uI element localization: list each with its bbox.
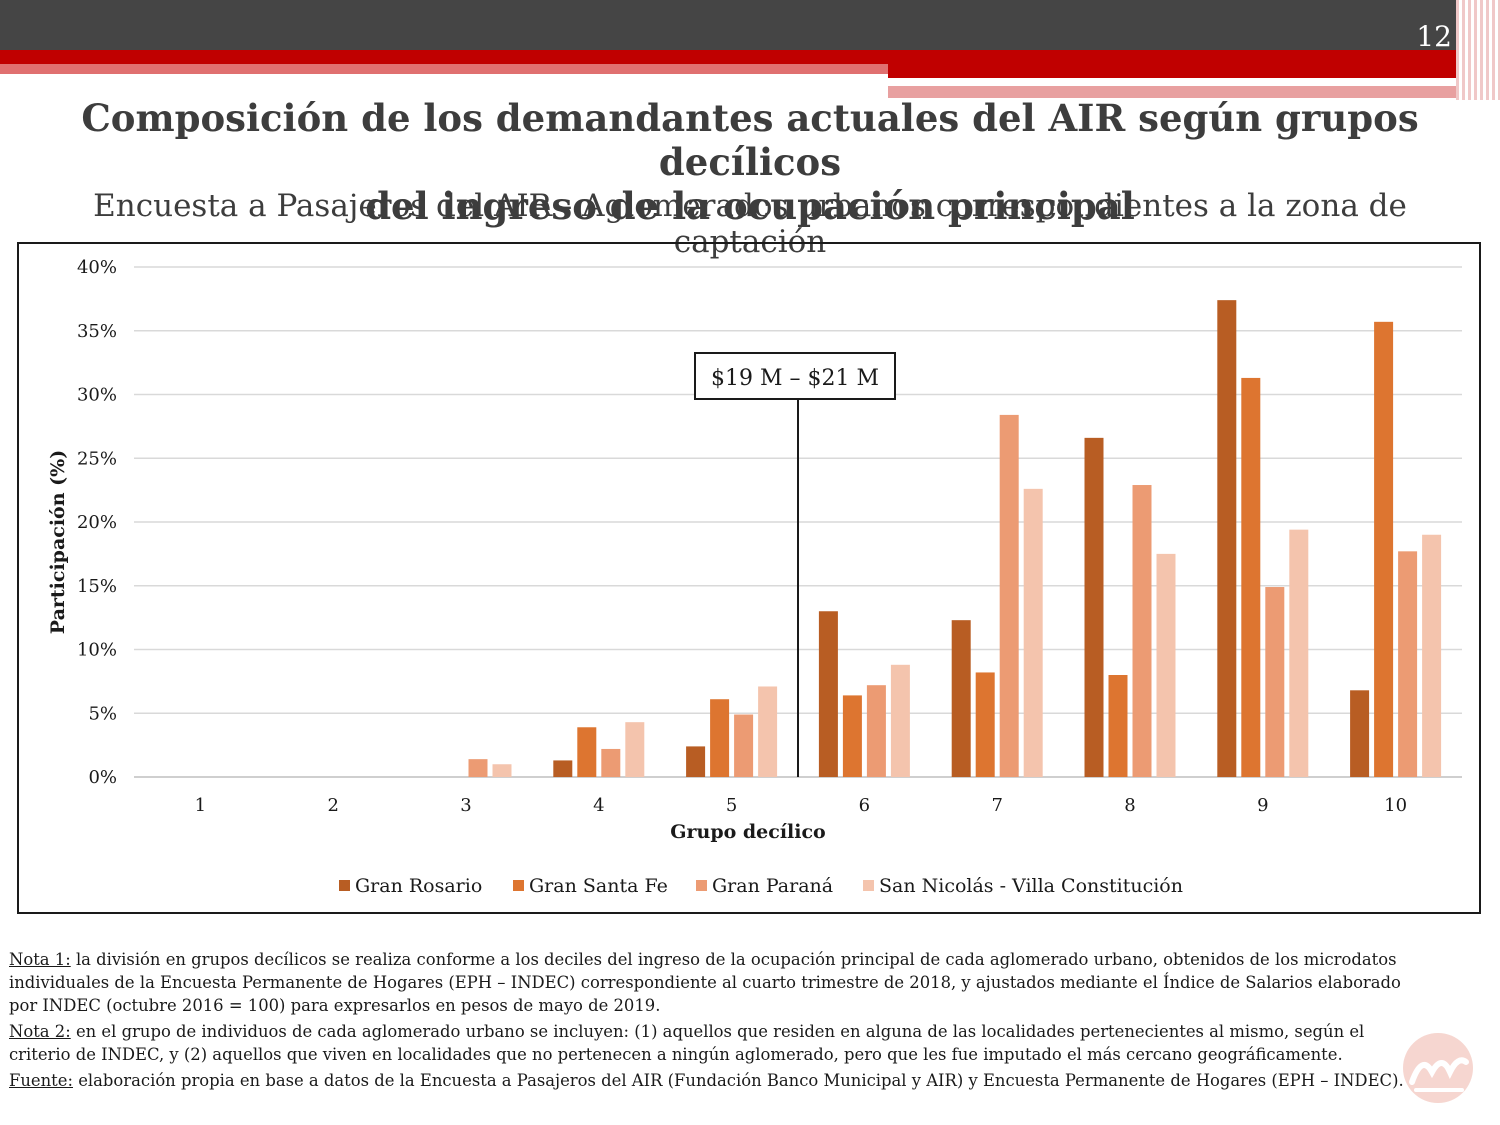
- bar: [734, 714, 754, 777]
- legend-label: Gran Rosario: [355, 875, 482, 897]
- x-tick-label: 7: [991, 795, 1002, 816]
- bar: [625, 722, 645, 777]
- bar: [1265, 587, 1285, 777]
- y-tick-label: 5%: [88, 703, 117, 724]
- header-pink-stripe: [0, 64, 888, 74]
- bar: [553, 760, 573, 777]
- note-1-label: Nota 1:: [9, 950, 71, 969]
- x-tick-label: 6: [859, 795, 870, 816]
- y-tick-label: 25%: [77, 448, 117, 469]
- bar: [1350, 690, 1370, 777]
- x-tick-label: 10: [1384, 795, 1407, 816]
- note-1-text: la división en grupos decílicos se reali…: [9, 950, 1401, 1015]
- footnotes: Nota 1: la división en grupos decílicos …: [9, 948, 1414, 1095]
- bar: [818, 611, 838, 777]
- header-light-stripe: [888, 86, 1478, 98]
- note-2-text: en el grupo de individuos de cada aglome…: [9, 1022, 1365, 1064]
- header-red-stripe: [0, 50, 1500, 64]
- legend-swatch: [863, 880, 874, 891]
- bar: [842, 695, 862, 777]
- source-label: Fuente:: [9, 1071, 73, 1090]
- slide-title-line-1: Composición de los demandantes actuales …: [81, 96, 1419, 184]
- bar: [1108, 675, 1128, 777]
- y-tick-label: 35%: [77, 321, 117, 342]
- bar: [468, 759, 488, 777]
- note-2-label: Nota 2:: [9, 1022, 71, 1041]
- brand-logo-icon: [1403, 1033, 1473, 1103]
- bar: [710, 699, 730, 777]
- bar: [999, 414, 1019, 777]
- header-vertical-stripes: [1456, 0, 1500, 100]
- legend-label: San Nicolás - Villa Constitución: [879, 875, 1183, 897]
- x-tick-label: 5: [726, 795, 737, 816]
- legend-label: Gran Santa Fe: [529, 875, 668, 897]
- y-tick-label: 0%: [88, 767, 117, 788]
- bar: [951, 620, 971, 777]
- y-tick-label: 30%: [77, 385, 117, 406]
- legend-swatch: [513, 880, 524, 891]
- source-text: elaboración propia en base a datos de la…: [73, 1071, 1404, 1090]
- bar: [1023, 488, 1043, 777]
- legend-swatch: [339, 880, 350, 891]
- slide-subtitle: Encuesta a Pasajeros del AIR - Aglomerad…: [93, 188, 1407, 260]
- legend-label: Gran Paraná: [712, 875, 833, 897]
- y-axis-title: Participación (%): [47, 450, 69, 634]
- bar-chart: 0% 5% 10% 15% 20% 25% 30% 35% 40% 1 2 3 4 5 6 7 8 9 10 Grup…: [47, 257, 1462, 897]
- y-tick-label: 10%: [77, 640, 117, 661]
- bar: [492, 764, 512, 777]
- bar: [975, 672, 995, 777]
- x-tick-label: 2: [327, 795, 338, 816]
- bar: [1289, 529, 1309, 777]
- bar: [686, 746, 706, 777]
- x-tick-label: 9: [1257, 795, 1268, 816]
- note-1: Nota 1: la división en grupos decílicos …: [9, 948, 1414, 1017]
- annotation-label: $19 M – $21 M: [711, 366, 879, 391]
- source-note: Fuente: elaboración propia en base a dat…: [9, 1069, 1414, 1092]
- bar: [577, 727, 597, 777]
- bar: [1217, 300, 1237, 777]
- bar: [601, 748, 621, 777]
- x-tick-label: 3: [460, 795, 471, 816]
- x-tick-label: 8: [1124, 795, 1135, 816]
- page-number: 12: [1416, 20, 1452, 53]
- bar: [1422, 534, 1442, 777]
- bar: [1241, 377, 1261, 777]
- y-tick-label: 20%: [77, 512, 117, 533]
- y-tick-label: 40%: [77, 257, 117, 278]
- x-tick-label: 4: [593, 795, 604, 816]
- legend-swatch: [696, 880, 707, 891]
- x-axis-title: Grupo decílico: [670, 821, 825, 843]
- bar: [1374, 321, 1394, 777]
- slide-title-line-2: del ingreso de la ocupación principal: [365, 184, 1135, 228]
- bar: [1132, 485, 1152, 777]
- slide-title: Composición de los demandantes actuales …: [20, 96, 1480, 228]
- header-red-stripe-right: [888, 64, 1500, 78]
- header-divider: [888, 80, 1388, 83]
- bar: [1156, 553, 1176, 777]
- annotation-box: [694, 352, 896, 400]
- header-bar: [0, 0, 1500, 50]
- y-tick-label: 15%: [77, 576, 117, 597]
- bar: [1084, 437, 1104, 777]
- bar: [866, 685, 886, 777]
- chart-frame: 0% 5% 10% 15% 20% 25% 30% 35% 40% 1 2 3 4 5 6 7 8 9 10 Grup…: [17, 242, 1481, 914]
- bar: [758, 686, 778, 777]
- bar: [1398, 551, 1418, 777]
- note-2: Nota 2: en el grupo de individuos de cad…: [9, 1020, 1414, 1066]
- bar: [890, 664, 910, 777]
- x-tick-label: 1: [195, 795, 206, 816]
